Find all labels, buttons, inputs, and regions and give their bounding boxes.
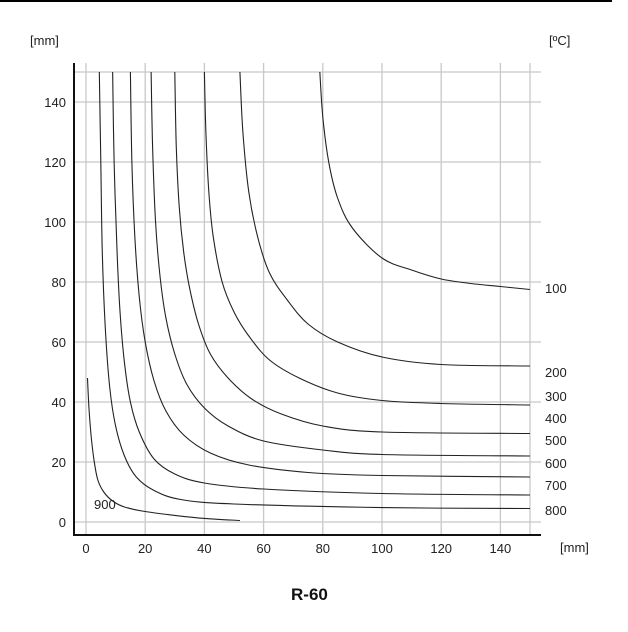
y-tick-label: 100 xyxy=(44,215,66,230)
top-border xyxy=(0,0,612,2)
x-tick-labels: 0 20 40 60 80 100 120 140 xyxy=(82,541,511,556)
isotherm-900 xyxy=(86,377,240,522)
isotherm-300 xyxy=(203,71,531,406)
y-tick-labels: 0 20 40 60 80 100 120 140 xyxy=(44,95,66,530)
curve-label-700: 700 xyxy=(545,478,567,493)
y-axis-unit-label: [mm] xyxy=(30,33,59,48)
x-tick-label: 0 xyxy=(82,541,89,556)
x-axis-unit-label: [mm] xyxy=(560,540,589,555)
curve-label-900: 900 xyxy=(94,497,116,512)
y-tick-label: 80 xyxy=(52,275,66,290)
y-tick-label: 60 xyxy=(52,335,66,350)
curve-label-200: 200 xyxy=(545,365,567,380)
x-tick-label: 140 xyxy=(490,541,512,556)
x-tick-label: 20 xyxy=(138,541,152,556)
isotherm-400 xyxy=(174,71,531,435)
isotherm-100 xyxy=(319,71,531,291)
curve-labels: 100 200 300 400 500 600 700 800 900 xyxy=(94,281,567,518)
y-tick-label: 40 xyxy=(52,395,66,410)
x-tick-label: 40 xyxy=(197,541,211,556)
curve-label-300: 300 xyxy=(545,389,567,404)
isotherm-curves xyxy=(86,71,531,522)
y-tick-label: 120 xyxy=(44,155,66,170)
curve-label-800: 800 xyxy=(545,503,567,518)
grid-lines xyxy=(74,63,541,535)
y-tick-label: 0 xyxy=(59,515,66,530)
x-tick-label: 120 xyxy=(430,541,452,556)
isotherm-600 xyxy=(129,71,531,478)
isotherm-500 xyxy=(150,71,531,457)
y-tick-label: 20 xyxy=(52,455,66,470)
curve-label-500: 500 xyxy=(545,433,567,448)
isotherm-200 xyxy=(239,71,531,367)
axes xyxy=(73,63,541,536)
curve-label-100: 100 xyxy=(545,281,567,296)
x-tick-label: 60 xyxy=(256,541,270,556)
chart-title: R-60 xyxy=(291,585,328,604)
isotherm-700 xyxy=(112,71,531,496)
isotherm-800 xyxy=(98,71,531,510)
y-tick-label: 140 xyxy=(44,95,66,110)
x-tick-label: 80 xyxy=(316,541,330,556)
curve-label-400: 400 xyxy=(545,411,567,426)
temperature-unit-label: [ºC] xyxy=(549,33,570,48)
x-tick-label: 100 xyxy=(371,541,393,556)
curve-label-600: 600 xyxy=(545,456,567,471)
